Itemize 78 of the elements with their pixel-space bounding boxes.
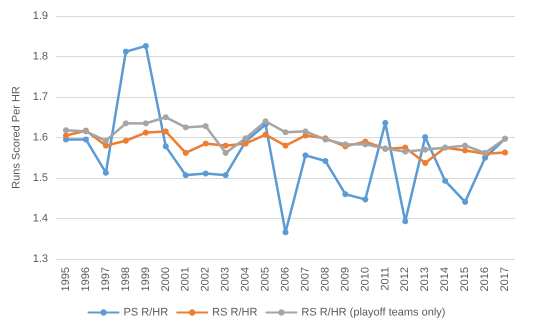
x-tick-label: 2012 — [399, 267, 412, 292]
point — [182, 124, 189, 130]
point — [502, 149, 508, 156]
point — [142, 120, 149, 126]
x-tick-label: 2011 — [379, 267, 392, 291]
point — [102, 138, 109, 144]
point — [162, 143, 169, 150]
legend-label: RS R/HR — [212, 306, 258, 318]
y-tick-label: 1.7 — [32, 91, 48, 103]
point — [322, 158, 328, 164]
point — [382, 120, 388, 126]
point — [202, 170, 209, 177]
point — [282, 129, 288, 136]
point — [422, 160, 428, 166]
x-tick-label: 2017 — [499, 267, 512, 292]
point — [342, 191, 348, 198]
point — [442, 178, 448, 184]
point — [402, 148, 408, 155]
point — [202, 140, 209, 147]
x-tick-label: 2003 — [220, 267, 232, 292]
x-tick-label: 1999 — [140, 267, 152, 292]
point — [202, 123, 209, 130]
x-tick-label: 2000 — [160, 267, 172, 292]
point — [242, 135, 249, 142]
y-tick-label: 1.5 — [32, 172, 48, 184]
point — [122, 120, 129, 126]
x-tick-label: 2006 — [280, 267, 292, 292]
point — [362, 141, 368, 148]
x-tick-label: 2010 — [359, 267, 372, 292]
point — [62, 132, 69, 138]
point — [82, 136, 89, 143]
point — [62, 127, 69, 134]
point — [162, 114, 169, 120]
y-tick-label: 1.6 — [32, 132, 48, 144]
point — [122, 138, 129, 144]
point — [422, 146, 428, 153]
x-tick-label: 2015 — [459, 267, 472, 292]
x-tick-label: 2005 — [260, 267, 272, 292]
legend-label: RS R/HR (playoff teams only) — [301, 306, 446, 318]
point — [182, 150, 189, 156]
legend-label: PS R/HR — [124, 306, 168, 318]
x-tick-label: 1997 — [100, 267, 112, 292]
point — [462, 142, 468, 149]
x-tick-label: 1995 — [60, 267, 72, 292]
x-tick-label: 2002 — [200, 267, 212, 292]
x-tick-label: 2008 — [319, 267, 332, 292]
point — [262, 118, 269, 124]
y-tick-label: 1.9 — [32, 10, 48, 22]
y-tick-label: 1.8 — [32, 50, 48, 62]
point — [222, 142, 229, 149]
point — [302, 128, 308, 134]
x-tick-label: 2013 — [419, 267, 432, 292]
point — [282, 229, 288, 236]
y-tick-label: 1.4 — [32, 212, 48, 224]
y-axis-title: Runs Scored Per HR — [10, 86, 22, 189]
point — [102, 170, 109, 176]
x-tick-label: 2009 — [339, 267, 352, 292]
point — [362, 196, 368, 202]
x-tick-label: 2001 — [180, 267, 192, 292]
point — [462, 198, 468, 205]
point — [222, 172, 229, 178]
point — [182, 172, 189, 178]
point — [162, 128, 169, 134]
point — [122, 48, 129, 55]
x-tick-label: 2014 — [439, 267, 452, 292]
x-tick-label: 1998 — [120, 267, 132, 292]
point — [302, 152, 308, 158]
point — [142, 42, 149, 49]
x-tick-label: 1996 — [80, 267, 92, 292]
x-tick-label: 2016 — [479, 267, 492, 292]
point — [262, 132, 269, 138]
point — [282, 142, 288, 149]
x-tick-label: 2004 — [240, 267, 252, 292]
point — [222, 150, 229, 156]
point — [102, 142, 109, 149]
x-tick-label: 2007 — [299, 267, 312, 292]
point — [142, 130, 149, 136]
y-tick-label: 1.3 — [32, 253, 48, 265]
